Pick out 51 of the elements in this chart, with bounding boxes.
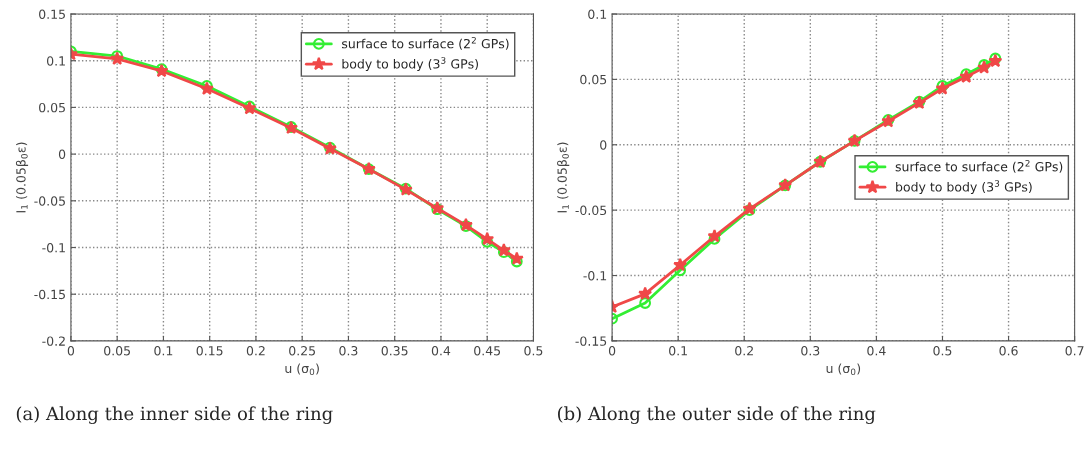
x-axis-title: u (σ$_{0}$) (285, 363, 319, 376)
point (480, 231, 495, 246)
x-tick-label: 0.2 (246, 345, 265, 356)
x-tick-label: 0.35 (381, 345, 408, 356)
x-tick-label: 0 (608, 345, 616, 356)
x-tick-label: 0.5 (524, 345, 543, 356)
y-tick-label: -0.05 (575, 205, 607, 216)
point (673, 257, 688, 272)
y-tick-label: 0 (600, 140, 607, 150)
point (639, 297, 652, 309)
x-tick-label: 0.15 (196, 345, 223, 356)
y-tick-label: -0.05 (34, 196, 65, 206)
legend-label: body to body (3$^{3}$ GPs) (342, 57, 478, 72)
y-tick-label: 0.05 (580, 74, 607, 85)
x-tick-label: 0.2 (735, 345, 753, 356)
x-tick-label: 0.5 (933, 345, 952, 356)
y-tick-label: 0.1 (588, 9, 607, 19)
x-tick-label: 0.7 (1065, 345, 1084, 356)
x-tick-label: 0.3 (339, 345, 358, 356)
y-tick-label: -0.15 (34, 289, 65, 300)
x-tick-label: 0.6 (999, 345, 1018, 356)
y-tick-label: 0.15 (39, 9, 65, 19)
text: (a) Along the inner side of the ring (16, 406, 333, 425)
x-tick-label: 0.25 (289, 345, 316, 356)
y-tick-label: -0.1 (583, 271, 607, 281)
legend-label: surface to surface (2$^{2}$ GPs) (342, 36, 509, 50)
x-tick-label: 0.1 (669, 345, 687, 356)
y-tick-label: -0.2 (42, 336, 65, 346)
point (707, 229, 722, 243)
x-tick-label: 0 (67, 345, 75, 356)
point (638, 286, 653, 300)
y-axis-title: I$_{1}$ (0.05β$_{0}$ε) (557, 142, 570, 213)
x-tick-label: 0.4 (431, 345, 451, 356)
y-tick-label: 0.05 (39, 102, 65, 113)
x-tick-label: 0.4 (867, 345, 886, 356)
y-axis-title: I$_{1}$ (0.05β$_{0}$ε) (15, 142, 29, 213)
point (481, 236, 494, 248)
y-tick-label: -0.15 (575, 336, 607, 346)
y-tick-label: 0 (58, 149, 66, 160)
legend-label: body to body (3$^{3}$ GPs) (896, 180, 1032, 195)
y-tick-label: -0.1 (42, 242, 65, 253)
y-tick-label: 0.1 (47, 56, 65, 66)
point (509, 251, 524, 265)
x-tick-label: 0.1 (154, 345, 173, 356)
x-tick-label: 0.45 (474, 345, 501, 356)
x-tick-label: 0.3 (801, 345, 820, 356)
legend-label: surface to surface (2$^{2}$ GPs) (895, 159, 1063, 173)
x-tick-label: 0.05 (104, 345, 130, 356)
point (708, 233, 721, 245)
text: (b) Along the outer side of the ring (558, 406, 876, 425)
x-axis-title: u (σ$_{0}$) (826, 363, 861, 376)
